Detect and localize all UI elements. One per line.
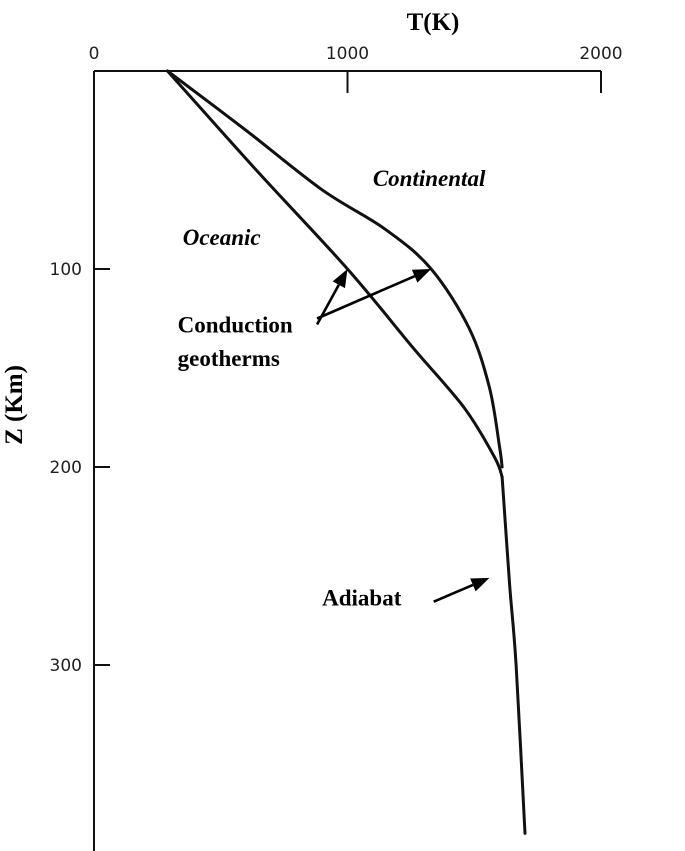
y-axis-title: Z (Km) <box>1 365 28 445</box>
series-line-continental <box>166 69 504 469</box>
y-tick-label: 100 <box>50 260 82 280</box>
annotation-arrow-shaft <box>433 583 474 603</box>
x-tick-label: 0 <box>89 44 100 64</box>
x-tick-label: 1000 <box>326 44 369 64</box>
annotation-oceanic: Oceanic <box>183 225 261 250</box>
annotation-arrows <box>315 269 490 603</box>
data-series <box>166 69 527 835</box>
series-line-adiabat <box>500 475 527 835</box>
annotation-arrow-head <box>470 577 490 592</box>
annotation-arrow-shaft <box>316 274 416 320</box>
y-tick-label: 200 <box>50 458 82 478</box>
x-tick-label: 2000 <box>579 44 622 64</box>
annotation-geotherms: geotherms <box>178 346 280 371</box>
annotation-arrow-head <box>411 269 432 283</box>
y-tick-label: 300 <box>50 656 82 676</box>
annotation-arrow-head <box>332 269 348 289</box>
annotation-adiabat: Adiabat <box>322 586 402 611</box>
annotation-continental: Continental <box>373 166 486 191</box>
x-axis-title: T(K) <box>407 9 460 36</box>
annotation-conduction: Conduction <box>178 312 293 337</box>
series-line-oceanic <box>166 69 504 479</box>
axis-ticks: 0 1000 2000 100 200 300 <box>50 44 623 676</box>
chart-annotations: Continental Oceanic Conduction geotherms Adi… <box>178 166 486 611</box>
